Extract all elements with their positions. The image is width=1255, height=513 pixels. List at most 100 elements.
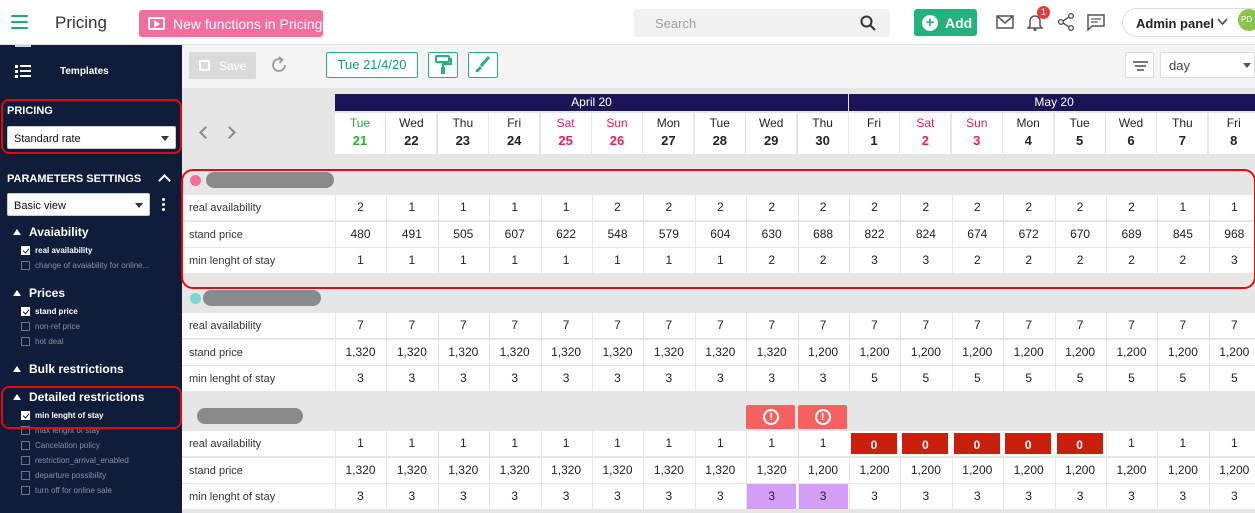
table-cell[interactable]: 1,320: [643, 457, 693, 483]
table-cell[interactable]: 3: [797, 484, 848, 509]
sidebar-option[interactable]: real availability: [21, 246, 92, 255]
table-cell[interactable]: 1,320: [540, 339, 591, 365]
table-cell[interactable]: 630: [746, 221, 796, 247]
table-cell[interactable]: 1: [335, 248, 385, 273]
table-cell[interactable]: 1,320: [489, 457, 539, 483]
checkbox[interactable]: [21, 441, 30, 450]
day-header[interactable]: Mon 27: [643, 113, 694, 154]
day-header[interactable]: Sun 3: [951, 113, 1002, 154]
table-cell[interactable]: 1,200: [1054, 339, 1105, 365]
checkbox[interactable]: [21, 456, 30, 465]
sidebar-option[interactable]: change of avaiability for online...: [21, 261, 149, 270]
previous-arrow-icon[interactable]: [199, 126, 212, 139]
table-cell[interactable]: 1: [489, 431, 539, 456]
table-cell[interactable]: 968: [1208, 221, 1255, 247]
table-cell[interactable]: 604: [694, 221, 745, 247]
warning-button[interactable]: !: [746, 405, 796, 429]
table-cell[interactable]: 845: [1157, 221, 1207, 247]
day-header[interactable]: Thu 30: [797, 113, 848, 154]
day-header[interactable]: Mon 4: [1003, 113, 1054, 154]
table-cell[interactable]: 1,320: [335, 339, 385, 365]
checkbox[interactable]: [21, 426, 30, 435]
chat-icon[interactable]: [1087, 14, 1105, 31]
table-cell[interactable]: 3: [1054, 484, 1105, 509]
table-cell[interactable]: 1,320: [592, 339, 642, 365]
table-cell[interactable]: 0: [900, 431, 951, 456]
table-cell[interactable]: 3: [592, 484, 642, 509]
table-cell[interactable]: 2: [1106, 248, 1156, 273]
table-cell[interactable]: 7: [1157, 313, 1207, 338]
table-cell[interactable]: 491: [386, 221, 436, 247]
table-cell[interactable]: 1,320: [592, 457, 642, 483]
day-header[interactable]: Fri 1: [849, 113, 899, 154]
table-cell[interactable]: 622: [540, 221, 591, 247]
table-cell[interactable]: 0: [849, 431, 899, 456]
day-header[interactable]: Tue 5: [1054, 113, 1105, 154]
table-cell[interactable]: 7: [797, 313, 848, 338]
avatar[interactable]: PD: [1238, 9, 1255, 31]
table-cell[interactable]: 7: [746, 313, 796, 338]
table-cell[interactable]: 1: [437, 248, 488, 273]
table-cell[interactable]: 5: [1208, 366, 1255, 391]
table-cell[interactable]: 1,200: [849, 457, 899, 483]
day-header[interactable]: Thu 7: [1157, 113, 1208, 154]
table-cell[interactable]: 0: [1003, 431, 1054, 456]
table-cell[interactable]: 5: [951, 366, 1002, 391]
more-options-icon[interactable]: [162, 198, 165, 211]
checkbox[interactable]: [21, 471, 30, 480]
table-cell[interactable]: 1,320: [335, 457, 385, 483]
day-header[interactable]: Sat 2: [900, 113, 951, 154]
table-cell[interactable]: 2: [951, 195, 1002, 220]
table-cell[interactable]: 480: [335, 221, 385, 247]
table-cell[interactable]: 0: [1054, 431, 1105, 456]
table-cell[interactable]: 2: [643, 195, 693, 220]
day-header[interactable]: Sat 25: [540, 113, 591, 154]
table-cell[interactable]: 3: [489, 484, 539, 509]
table-cell[interactable]: 3: [900, 248, 950, 273]
table-cell[interactable]: 2: [951, 248, 1002, 273]
table-cell[interactable]: 1,200: [1003, 457, 1053, 483]
table-cell[interactable]: 7: [1054, 313, 1105, 338]
table-cell[interactable]: 607: [489, 221, 539, 247]
table-cell[interactable]: 1: [540, 195, 591, 220]
table-cell[interactable]: 1,200: [1208, 339, 1255, 365]
table-cell[interactable]: 3: [1157, 484, 1207, 509]
sidebar-option[interactable]: departure possibility: [21, 471, 106, 480]
sidebar-option[interactable]: turn off for online sale: [21, 486, 112, 495]
table-cell[interactable]: 1,200: [1003, 339, 1053, 365]
table-cell[interactable]: 1,200: [849, 339, 899, 365]
table-cell[interactable]: 1,200: [1106, 457, 1156, 483]
table-cell[interactable]: 5: [1157, 366, 1207, 391]
table-cell[interactable]: 3: [746, 484, 797, 509]
sidebar-option[interactable]: hot deal: [21, 337, 63, 346]
table-cell[interactable]: 1: [335, 431, 385, 456]
checkbox[interactable]: [21, 486, 30, 495]
table-cell[interactable]: 2: [900, 195, 950, 220]
table-cell[interactable]: 7: [335, 313, 385, 338]
day-header[interactable]: Tue 28: [694, 113, 745, 154]
table-cell[interactable]: 3: [335, 366, 385, 391]
table-cell[interactable]: 579: [643, 221, 693, 247]
table-cell[interactable]: 1: [746, 431, 796, 456]
table-cell[interactable]: 1: [1208, 431, 1255, 456]
table-cell[interactable]: 1: [386, 248, 436, 273]
checkbox[interactable]: [21, 337, 30, 346]
table-cell[interactable]: 2: [746, 195, 796, 220]
table-cell[interactable]: 1: [643, 431, 693, 456]
table-cell[interactable]: 0: [951, 431, 1002, 456]
admin-panel-menu[interactable]: Admin panel: [1122, 8, 1255, 37]
table-cell[interactable]: 2: [1106, 195, 1156, 220]
search-icon[interactable]: [860, 15, 876, 31]
day-header[interactable]: Wed 29: [746, 113, 797, 154]
table-cell[interactable]: 3: [437, 366, 488, 391]
table-cell[interactable]: 5: [1003, 366, 1053, 391]
table-cell[interactable]: 1: [1208, 195, 1255, 220]
table-cell[interactable]: 1,200: [900, 339, 950, 365]
table-cell[interactable]: 3: [849, 484, 899, 509]
table-cell[interactable]: 1: [592, 431, 642, 456]
table-cell[interactable]: 3: [797, 366, 848, 391]
table-cell[interactable]: 2: [1054, 195, 1105, 220]
paint-roller-button[interactable]: [428, 52, 458, 78]
table-cell[interactable]: 7: [1003, 313, 1053, 338]
table-cell[interactable]: 3: [746, 366, 796, 391]
